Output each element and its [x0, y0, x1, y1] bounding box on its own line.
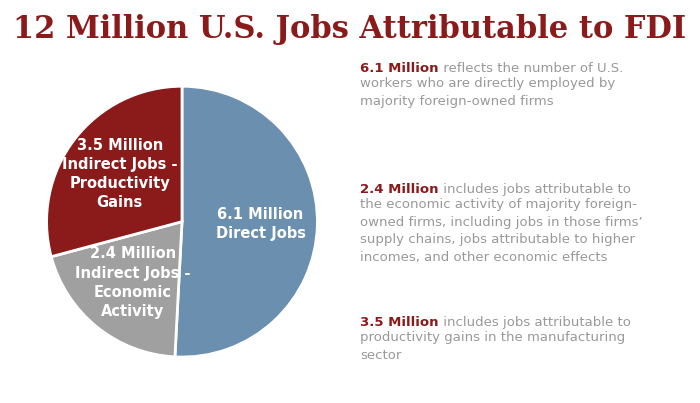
Wedge shape	[175, 86, 317, 357]
Text: workers who are directly employed by
majority foreign-owned firms: workers who are directly employed by maj…	[360, 77, 616, 108]
Wedge shape	[51, 222, 182, 357]
Text: includes jobs attributable to: includes jobs attributable to	[439, 316, 631, 329]
Text: the economic activity of majority foreign-
owned firms, including jobs in those : the economic activity of majority foreig…	[360, 198, 643, 264]
Text: 12 Million U.S. Jobs Attributable to FDI: 12 Million U.S. Jobs Attributable to FDI	[13, 14, 687, 45]
Text: 3.5 Million: 3.5 Million	[360, 316, 439, 329]
Text: 2.4 Million: 2.4 Million	[360, 183, 439, 196]
Wedge shape	[47, 86, 182, 257]
Text: productivity gains in the manufacturing
sector: productivity gains in the manufacturing …	[360, 331, 626, 362]
Text: 2.4 Million
Indirect Jobs -
Economic
Activity: 2.4 Million Indirect Jobs - Economic Act…	[75, 246, 190, 319]
Text: 6.1 Million
Direct Jobs: 6.1 Million Direct Jobs	[216, 207, 305, 241]
Text: 3.5 Million
Indirect Jobs -
Productivity
Gains: 3.5 Million Indirect Jobs - Productivity…	[62, 137, 177, 210]
Text: includes jobs attributable to: includes jobs attributable to	[439, 183, 631, 196]
Text: 6.1 Million: 6.1 Million	[360, 62, 439, 75]
Text: reflects the number of U.S.: reflects the number of U.S.	[439, 62, 623, 75]
